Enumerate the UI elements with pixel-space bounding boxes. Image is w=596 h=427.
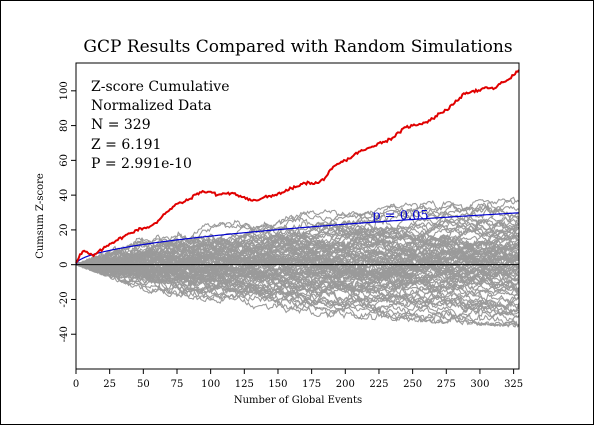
y-axis-label: Cumsum Z-score: [35, 173, 46, 259]
y-tick-label: 60: [59, 154, 70, 167]
simulation-trace: [75, 247, 520, 290]
observed-series: [75, 69, 520, 264]
simulation-trace: [75, 259, 520, 309]
simulation-trace: [75, 261, 520, 328]
y-tick-label: 0: [59, 261, 70, 267]
x-tick-label: 250: [403, 379, 422, 390]
simulation-trace: [75, 214, 520, 272]
simulation-trace: [75, 262, 520, 327]
stats-annotation: Z-score Cumulative Normalized Data N = 3…: [91, 79, 229, 172]
simulation-trace: [75, 252, 520, 306]
x-tick-label: 100: [201, 379, 220, 390]
p-threshold-label: p = 0.05: [372, 208, 428, 223]
p-threshold-line: [75, 212, 520, 265]
x-tick-label: 300: [470, 379, 489, 390]
annotation-line: Normalized Data: [91, 98, 212, 114]
simulation-trace: [75, 256, 520, 296]
x-axis-label: Number of Global Events: [234, 395, 362, 406]
y-tick-label: -40: [59, 326, 70, 342]
simulation-trace: [75, 250, 520, 282]
x-tick-label: 75: [171, 379, 184, 390]
p-threshold-curve: [75, 212, 520, 265]
x-tick-label: 200: [336, 379, 355, 390]
x-tick-label: 125: [235, 379, 254, 390]
simulation-trace: [75, 212, 520, 271]
y-tick-label: 40: [59, 189, 70, 202]
observed-line: [75, 69, 520, 264]
y-tick-label: 20: [59, 224, 70, 237]
simulation-trace: [75, 243, 519, 286]
x-tick-label: 50: [137, 379, 150, 390]
simulation-trace: [75, 221, 520, 272]
chart-title: GCP Results Compared with Random Simulat…: [83, 37, 512, 57]
plot-area: [75, 62, 520, 370]
x-tick-label: 325: [504, 379, 523, 390]
y-tick-label: 80: [59, 119, 70, 132]
x-tick-label: 150: [268, 379, 287, 390]
x-tick-label: 0: [73, 379, 79, 390]
random-simulations: [75, 196, 520, 328]
x-tick-label: 225: [369, 379, 388, 390]
x-axis: 0 25 50 75 100 125 150 175 200 225 250 275 300 325: [73, 369, 523, 390]
y-axis: -40 -20 0 20 40 60 80 100: [59, 81, 76, 342]
y-tick-label: -20: [59, 291, 70, 307]
y-tick-label: 100: [59, 81, 70, 100]
annotation-line: Z-score Cumulative: [91, 79, 229, 95]
x-tick-label: 175: [302, 379, 321, 390]
annotation-line: Z = 6.191: [91, 137, 161, 153]
annotation-line: P = 2.991e-10: [91, 156, 192, 172]
simulation-trace: [75, 243, 520, 297]
annotation-line: N = 329: [91, 117, 151, 133]
x-tick-label: 275: [437, 379, 456, 390]
x-tick-label: 25: [103, 379, 116, 390]
